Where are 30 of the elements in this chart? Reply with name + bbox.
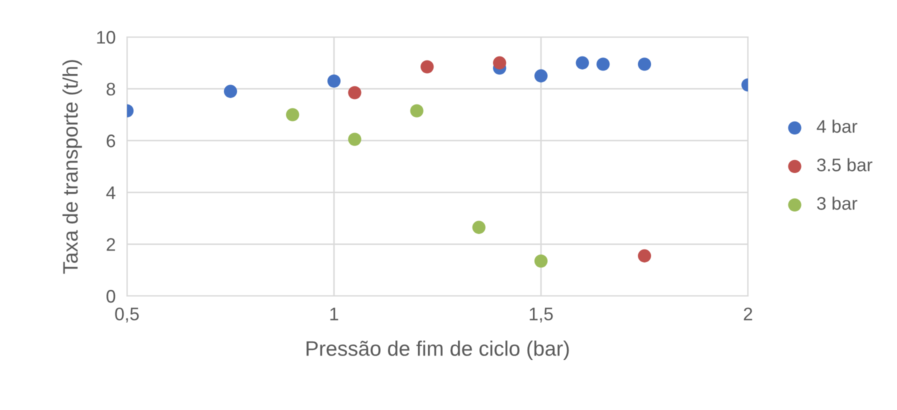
point <box>410 104 424 118</box>
legend-label: 3 bar <box>817 196 858 210</box>
y-tick-label: 6 <box>106 134 116 148</box>
y-tick-label: 2 <box>106 238 115 251</box>
point <box>420 60 434 74</box>
point <box>596 58 610 71</box>
point <box>534 254 548 268</box>
y-axis-title: Taxa de transporte (t/h) <box>62 60 82 274</box>
legend-label: 3.5 bar <box>817 158 872 172</box>
point <box>327 74 341 88</box>
point <box>286 108 300 122</box>
point <box>493 56 506 70</box>
point <box>576 56 589 70</box>
point <box>224 84 238 98</box>
legend-label: 4 bar <box>816 120 858 133</box>
x-axis-title: Pressão de fim de ciclo (bar) <box>306 340 569 360</box>
point <box>638 58 652 71</box>
point <box>348 86 362 100</box>
point <box>638 249 652 262</box>
x-tick-label: 1 <box>330 308 338 320</box>
y-tick-label: 0 <box>106 290 116 303</box>
point <box>472 220 486 234</box>
x-tick-label: 1,5 <box>530 308 553 323</box>
y-tick-label: 4 <box>106 186 116 199</box>
x-tick-label: 0,5 <box>115 308 139 323</box>
point <box>348 132 362 146</box>
point <box>534 69 548 82</box>
y-tick-label: 10 <box>97 30 116 44</box>
x-tick-label: 2 <box>744 308 752 320</box>
y-tick-label: 8 <box>106 82 116 96</box>
